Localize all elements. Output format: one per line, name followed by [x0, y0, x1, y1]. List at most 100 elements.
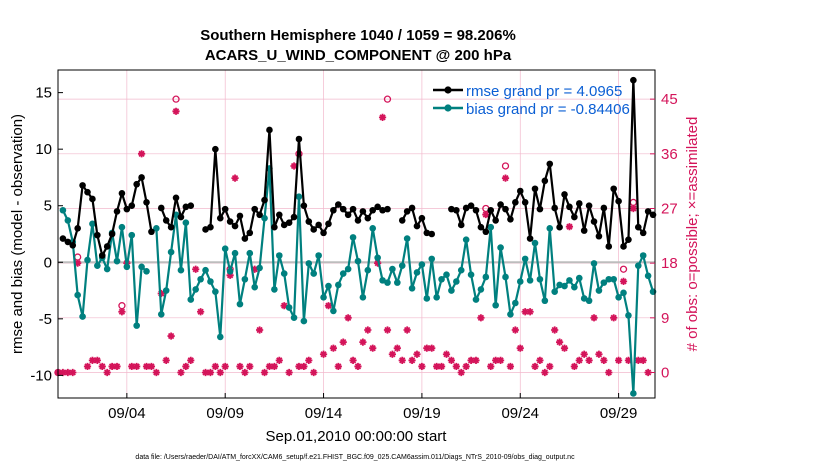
bias-segment [401, 237, 409, 267]
rmse-point [349, 205, 357, 213]
bias-segment [174, 213, 183, 272]
bias-point [251, 283, 259, 291]
asterisk-marker [280, 302, 288, 310]
bias-segment [219, 247, 227, 339]
rmse-point [359, 208, 367, 215]
rmse-point [325, 220, 332, 228]
rmse-point [305, 218, 313, 225]
bias-point [551, 288, 558, 295]
bias-point [457, 266, 465, 274]
rmse-point [207, 223, 214, 231]
asterisk-marker [310, 368, 318, 377]
rmse-point [246, 229, 254, 237]
bias-point [639, 252, 647, 259]
asterisk-marker [526, 308, 534, 316]
asterisk-marker [265, 362, 274, 371]
obs-possible-point [383, 95, 392, 103]
obs-assimilated-point [192, 265, 200, 273]
obs-assimilated-point [403, 326, 411, 334]
bias-point [482, 273, 490, 281]
asterisk-marker [457, 368, 465, 377]
asterisk-marker [452, 362, 460, 371]
rmse-point [177, 213, 185, 221]
obs-assimilated-point [423, 344, 431, 352]
obs-assimilated-point [138, 150, 146, 158]
bias-segment [469, 273, 478, 301]
rmse-point [526, 235, 534, 242]
asterisk-marker [482, 210, 490, 219]
obs-assimilated-point [487, 362, 495, 371]
bias-point [590, 260, 598, 267]
bias-point [585, 297, 593, 305]
rmse-point [364, 214, 372, 222]
y-left-tick-label: -5 [39, 311, 52, 328]
obs-assimilated-point [162, 356, 170, 364]
rmse-point [639, 229, 647, 237]
rmse-point [428, 230, 436, 238]
obs-assimilated-point [142, 362, 151, 371]
asterisk-marker [575, 356, 583, 364]
asterisk-marker [201, 368, 210, 377]
bias-point [487, 223, 495, 231]
bias-point [153, 225, 160, 232]
rmse-point [566, 203, 573, 211]
asterisk-marker [516, 344, 524, 352]
legend-bias-marker [444, 104, 452, 112]
asterisk-marker [142, 362, 151, 371]
obs-assimilated-point [501, 174, 510, 182]
bias-segment [366, 227, 374, 272]
asterisk-marker [295, 362, 303, 371]
y-left-tick-label: 5 [44, 198, 52, 215]
rmse-point [315, 221, 322, 229]
rmse-point [133, 180, 140, 188]
obs-assimilated-point [290, 162, 298, 170]
bias-point [536, 275, 544, 283]
bias-point [634, 262, 642, 269]
bias-segment [160, 289, 168, 316]
rmse-point [143, 199, 150, 206]
obs-assimilated-point [526, 308, 534, 316]
rmse-point [148, 228, 155, 236]
obs-assimilated-point [442, 350, 451, 358]
asterisk-marker [447, 356, 456, 364]
obs-assimilated-point [128, 362, 136, 371]
bias-point [595, 287, 603, 294]
bias-segment [135, 265, 143, 327]
obs-assimilated-point [147, 362, 156, 371]
bias-point [448, 287, 455, 294]
bias-point [630, 390, 637, 397]
rmse-point [300, 202, 308, 210]
bias-point [580, 295, 588, 302]
rmse-point [384, 205, 391, 213]
bias-point [325, 282, 332, 290]
asterisk-marker [118, 308, 126, 316]
obs-assimilated-point [418, 362, 426, 371]
asterisk-marker [428, 344, 436, 352]
bias-point [256, 264, 263, 272]
bias-segment [258, 217, 266, 270]
bias-point [566, 277, 573, 284]
bias-segment [317, 254, 325, 299]
bias-segment [376, 256, 384, 282]
rmse-point [448, 205, 455, 213]
rmse-point [541, 177, 549, 185]
rmse-point [354, 217, 362, 224]
bias-segment [347, 236, 355, 271]
asterisk-marker [128, 362, 136, 371]
rmse-segment [209, 148, 217, 229]
asterisk-marker [177, 368, 185, 377]
obs-assimilated-point [285, 368, 293, 377]
asterisk-marker [501, 174, 510, 182]
asterisk-marker [246, 362, 254, 371]
bias-point [556, 281, 563, 289]
obs-assimilated-point [388, 350, 396, 358]
rmse-point [157, 204, 165, 212]
asterisk-marker [83, 362, 92, 371]
obs-assimilated-point [265, 362, 274, 371]
legend-bias-label: bias grand pr = -0.84406 [466, 101, 630, 118]
rmse-point [216, 214, 224, 222]
bias-point [295, 193, 303, 200]
bias-point [443, 271, 450, 279]
obs-assimilated-point [324, 302, 333, 310]
rmse-point [477, 223, 485, 231]
